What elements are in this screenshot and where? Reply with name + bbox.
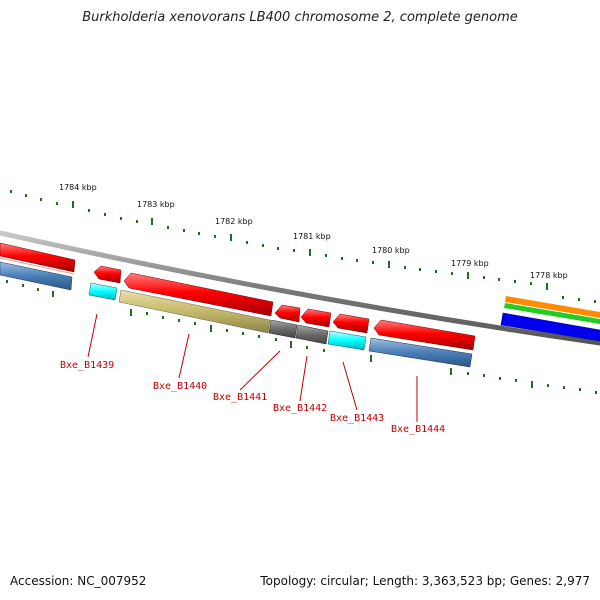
map-title: Burkholderia xenovorans LB400 chromosome…: [82, 10, 518, 25]
tick-label: 1781 kbp: [293, 232, 331, 241]
gene-leader-lines: [87, 313, 418, 422]
leader-line-bxe-b1440: [178, 333, 190, 379]
gene-label: Bxe_B1440: [153, 381, 207, 392]
tick-label: 1783 kbp: [137, 200, 175, 209]
tick-labels: 1784 kbp 1783 kbp 1782 kbp 1781 kbp 1780…: [59, 183, 568, 280]
gene-arrow-mid3: [332, 313, 370, 334]
gene-blue-bxe-b1444: [368, 337, 473, 368]
tick-label: 1780 kbp: [372, 246, 410, 255]
major-tick-1780: [388, 261, 390, 268]
forward-strand-genes: [500, 296, 600, 342]
gene-cyan-bxe-b1439: [88, 282, 118, 301]
leader-line-bxe-b1443: [342, 361, 358, 411]
tick-label: 1779 kbp: [451, 259, 489, 268]
gene-cyan-bxe-b1443: [327, 330, 367, 351]
gene-label: Bxe_B1442: [273, 403, 327, 414]
gene-label: Bxe_B1444: [391, 424, 445, 435]
gene-blue: [500, 312, 600, 342]
tick-label: 1782 kbp: [215, 217, 253, 226]
gene-label: Bxe_B1443: [330, 413, 384, 424]
leader-line-bxe-b1441: [239, 350, 281, 391]
gene-arrow-long: [123, 272, 274, 317]
gene-blue-left: [0, 261, 73, 291]
gene-labels: Bxe_B1439 Bxe_B1440 Bxe_B1441 Bxe_B1442 …: [60, 360, 445, 435]
major-tick-1778: [546, 283, 548, 290]
accession-text: Accession: NC_007952: [10, 574, 147, 588]
gene-arrow-mid1: [274, 304, 301, 323]
gene-red-left: [0, 242, 76, 273]
leader-line-bxe-b1439: [87, 313, 98, 358]
genome-summary-text: Topology: circular; Length: 3,363,523 bp…: [260, 574, 590, 588]
gene-arrow-mid2: [300, 308, 332, 328]
gene-label: Bxe_B1441: [213, 392, 267, 403]
tick-label: 1778 kbp: [530, 271, 568, 280]
gene-arrow-bxe-b1439: [93, 265, 122, 284]
major-tick-1784: [72, 201, 74, 208]
tick-label: 1784 kbp: [59, 183, 97, 192]
major-tick-1781: [309, 249, 311, 256]
gene-green: [504, 303, 600, 324]
major-tick-1782: [230, 234, 232, 241]
gene-olive-bxe-b1440: [118, 289, 271, 334]
gene-gray-bxe-b1441: [268, 319, 298, 339]
gene-gray-bxe-b1442: [295, 324, 329, 345]
reverse-strand-genes: [0, 242, 476, 368]
leader-line-bxe-b1442: [299, 355, 308, 402]
chromosome-backbone: [0, 230, 600, 346]
outer-tick-ring: [10, 190, 596, 303]
inner-tick-ring: [6, 280, 597, 394]
major-tick-1783: [151, 218, 153, 225]
gene-label: Bxe_B1439: [60, 360, 114, 371]
gene-arrow-right: [373, 319, 476, 351]
gene-orange: [505, 296, 600, 318]
major-tick-1779: [467, 272, 469, 279]
